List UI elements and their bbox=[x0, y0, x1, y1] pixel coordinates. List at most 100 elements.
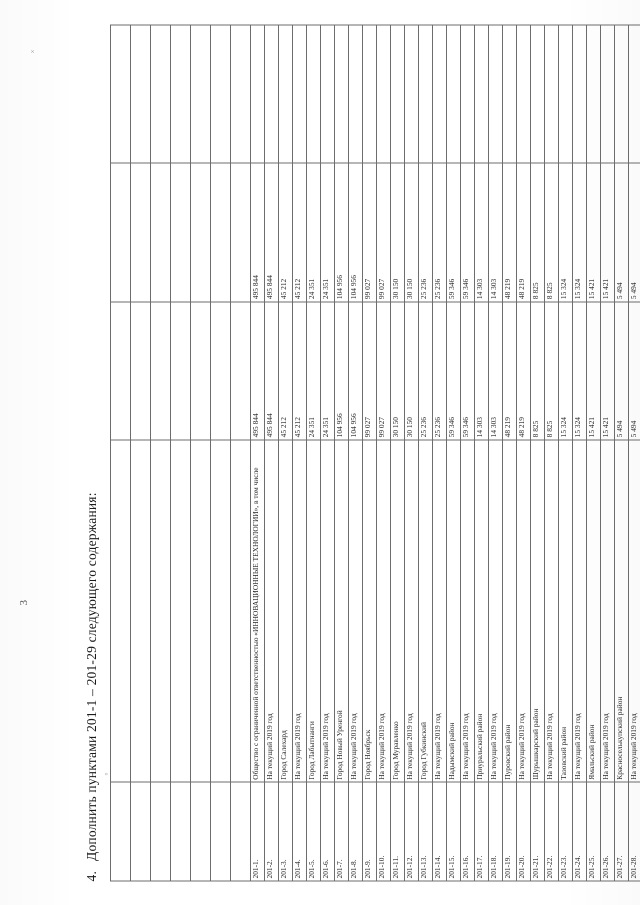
table-row: 201-3. Город Салехард 45 212 45 212 bbox=[278, 24, 293, 881]
row-index-cell: 201-22. bbox=[544, 781, 559, 881]
row-name-cell: На текущий 2019 год bbox=[432, 439, 447, 782]
row-index-cell: 201-26. bbox=[600, 781, 615, 881]
row-name-cell: На текущий 2019 год bbox=[600, 439, 615, 782]
row-blank-cell bbox=[502, 24, 517, 163]
row-blank-cell bbox=[516, 24, 531, 163]
table-row: 201-27. Красноселькупский район 5 494 5 494 bbox=[614, 24, 629, 881]
row-value-1-cell: 14 303 bbox=[474, 301, 489, 440]
row-value-2-cell: 99 027 bbox=[376, 162, 391, 302]
row-value-2-cell: 15 324 bbox=[558, 162, 573, 302]
table-cell-empty bbox=[130, 301, 151, 440]
row-value-1-cell: 45 212 bbox=[292, 301, 307, 440]
table-cell-empty bbox=[210, 781, 231, 881]
row-blank-cell bbox=[530, 24, 545, 163]
table-cell-empty bbox=[110, 781, 131, 881]
row-index-cell: 201-9. bbox=[362, 781, 377, 881]
row-blank-cell bbox=[488, 24, 503, 163]
row-index-cell: 201-23. bbox=[558, 781, 573, 881]
row-value-1-cell: 24 351 bbox=[306, 301, 321, 440]
row-name-cell: На текущий 2019 год bbox=[628, 439, 640, 782]
row-blank-cell bbox=[586, 24, 601, 163]
row-index-cell: 201-3. bbox=[278, 781, 293, 881]
row-value-2-cell: 59 346 bbox=[446, 162, 461, 302]
row-value-1-cell: 15 324 bbox=[572, 301, 587, 440]
row-blank-cell bbox=[628, 24, 640, 163]
row-value-2-cell: 104 956 bbox=[348, 162, 363, 302]
row-value-2-cell: 25 236 bbox=[418, 162, 433, 302]
table-row-empty bbox=[110, 24, 131, 881]
table-cell-empty bbox=[130, 24, 151, 163]
table-cell-empty bbox=[110, 301, 131, 440]
row-value-1-cell: 104 956 bbox=[334, 301, 349, 440]
table-row: 201-23. Тазовский район 15 324 15 324 bbox=[558, 24, 573, 881]
row-value-1-cell: 15 324 bbox=[558, 301, 573, 440]
table-cell-empty bbox=[150, 162, 171, 302]
paragraph-4: 4. Дополнить пунктами 201-1 – 201-29 след… bbox=[84, 492, 100, 881]
row-name-cell: На текущий 2019 год bbox=[460, 439, 475, 782]
row-blank-cell bbox=[600, 24, 615, 163]
row-value-2-cell: 495 844 bbox=[250, 162, 265, 302]
row-name-cell: На текущий 2019 год bbox=[348, 439, 363, 782]
row-index-cell: 201-6. bbox=[320, 781, 335, 881]
table-row: 201-22. На текущий 2019 год 8 825 8 825 bbox=[544, 24, 559, 881]
row-name-cell: Надымский район bbox=[446, 439, 461, 782]
row-value-1-cell: 59 346 bbox=[446, 301, 461, 440]
row-value-1-cell: 8 825 bbox=[530, 301, 545, 440]
row-value-2-cell: 14 303 bbox=[488, 162, 503, 302]
table-row: 201-8. На текущий 2019 год 104 956 104 956 bbox=[348, 24, 363, 881]
table-cell-empty bbox=[230, 24, 251, 163]
table-cell-empty bbox=[130, 439, 151, 782]
row-index-cell: 201-18. bbox=[488, 781, 503, 881]
row-blank-cell bbox=[278, 24, 293, 163]
page-number: 3 bbox=[18, 599, 30, 606]
row-value-1-cell: 99 027 bbox=[362, 301, 377, 440]
table-cell-empty bbox=[210, 301, 231, 440]
table-cell-empty bbox=[190, 781, 211, 881]
paragraph-number: 4. bbox=[84, 870, 99, 881]
table-cell-empty bbox=[230, 301, 251, 440]
paragraph-text: Дополнить пунктами 201-1 – 201-29 следую… bbox=[84, 491, 99, 861]
table-cell-empty bbox=[210, 439, 231, 782]
row-name-cell: На текущий 2019 год bbox=[376, 439, 391, 782]
table-row: 201-26. На текущий 2019 год 15 421 15 421 bbox=[600, 24, 615, 881]
table-row: 201-17. Приуральский район 14 303 14 303 bbox=[474, 24, 489, 881]
table-row: 201-25. Ямальский район 15 421 15 421 bbox=[586, 24, 601, 881]
row-name-cell: Город Губкинский bbox=[418, 439, 433, 782]
table-row: 201-20. На текущий 2019 год 48 219 48 219 bbox=[516, 24, 531, 881]
row-value-1-cell: 495 844 bbox=[250, 301, 265, 440]
row-value-1-cell: 5 494 bbox=[628, 301, 640, 440]
row-blank-cell bbox=[558, 24, 573, 163]
budget-table-body: 201-1. Общество с ограниченной ответствен… bbox=[110, 24, 640, 881]
table-row: 201-16. На текущий 2019 год 59 346 59 346 bbox=[460, 24, 475, 881]
row-index-cell: 201-16. bbox=[460, 781, 475, 881]
row-value-2-cell: 59 346 bbox=[460, 162, 475, 302]
row-name-cell: Приуральский район bbox=[474, 439, 489, 782]
row-name-cell: Город Лабытнанги bbox=[306, 439, 321, 782]
row-blank-cell bbox=[320, 24, 335, 163]
table-cell-empty bbox=[230, 781, 251, 881]
table-row: 201-28. На текущий 2019 год 5 494 5 494 bbox=[628, 24, 640, 881]
row-value-2-cell: 14 303 bbox=[474, 162, 489, 302]
table-row: 201-1. Общество с ограниченной ответствен… bbox=[250, 24, 265, 881]
row-index-cell: 201-14. bbox=[432, 781, 447, 881]
row-value-2-cell: 5 494 bbox=[614, 162, 629, 302]
table-cell-empty bbox=[170, 24, 191, 163]
row-blank-cell bbox=[390, 24, 405, 163]
row-value-1-cell: 30 150 bbox=[390, 301, 405, 440]
table-row: 201-12. На текущий 2019 год 30 150 30 150 bbox=[404, 24, 419, 881]
row-index-cell: 201-15. bbox=[446, 781, 461, 881]
row-blank-cell bbox=[614, 24, 629, 163]
row-name-cell: Тазовский район bbox=[558, 439, 573, 782]
row-value-1-cell: 25 236 bbox=[418, 301, 433, 440]
row-blank-cell bbox=[404, 24, 419, 163]
row-value-2-cell: 45 212 bbox=[292, 162, 307, 302]
table-row: 201-7. Город Новый Уренгой 104 956 104 956 bbox=[334, 24, 349, 881]
table-row: 201-15. Надымский район 59 346 59 346 bbox=[446, 24, 461, 881]
table-cell-empty bbox=[170, 439, 191, 782]
row-value-1-cell: 48 219 bbox=[502, 301, 517, 440]
row-blank-cell bbox=[432, 24, 447, 163]
row-value-1-cell: 30 150 bbox=[404, 301, 419, 440]
row-name-cell: Общество с ограниченной ответственностью… bbox=[250, 439, 265, 782]
row-value-2-cell: 495 844 bbox=[264, 162, 279, 302]
